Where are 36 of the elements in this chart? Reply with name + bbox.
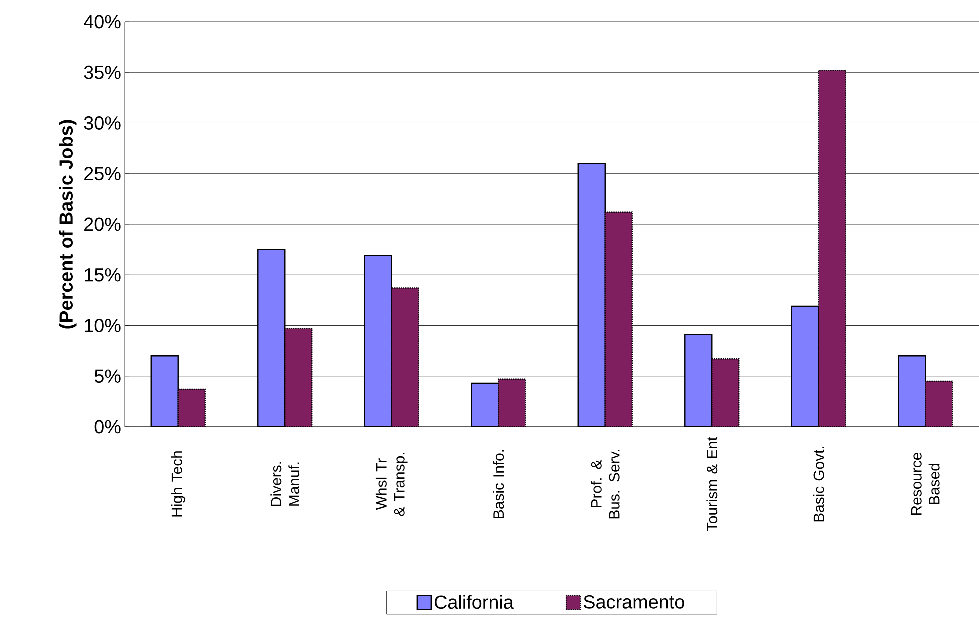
- bar: [150, 356, 179, 427]
- bar: [391, 288, 420, 427]
- y-axis-title: (Percent of Basic Jobs): [59, 120, 77, 329]
- x-tick-label: Resource Based: [911, 452, 940, 516]
- bar: [818, 70, 846, 427]
- x-tick-label: Prof. & Bus. Serv.: [590, 450, 620, 519]
- bar: [498, 378, 526, 427]
- bar: [712, 358, 740, 427]
- y-tick-label: 30%: [84, 116, 121, 130]
- bar: [258, 249, 286, 427]
- x-tick-label: Tourism & Ent: [706, 437, 718, 532]
- y-tick-label: 40%: [84, 15, 121, 29]
- y-tick-label: 15%: [85, 268, 121, 282]
- bar: [684, 334, 713, 427]
- legend-label: California: [434, 595, 514, 610]
- y-tick-label: 10%: [85, 319, 121, 332]
- bar: [898, 356, 926, 427]
- y-tick-label: 0%: [94, 420, 121, 434]
- x-tick-label: Divers. Manuf.: [270, 462, 300, 506]
- legend-label: Sacramento: [584, 595, 684, 609]
- bar: [471, 382, 500, 427]
- x-tick-label: Basic Govt.: [813, 447, 824, 522]
- y-tick-label: 5%: [94, 370, 121, 384]
- bar: [791, 306, 820, 427]
- bar: [284, 328, 313, 427]
- y-tick-label: 35%: [84, 66, 121, 80]
- bar: [604, 212, 633, 427]
- x-tick-label: Whsl Tr & Transp.: [376, 453, 408, 516]
- y-tick-label: 20%: [84, 218, 121, 232]
- y-tick-label: 25%: [84, 167, 121, 181]
- x-tick-label: Basic Info.: [493, 450, 504, 518]
- bar: [925, 380, 954, 427]
- x-tick-label: High Tech: [171, 452, 186, 517]
- bar: [178, 388, 206, 427]
- bar: [364, 255, 392, 427]
- bar: [578, 163, 606, 427]
